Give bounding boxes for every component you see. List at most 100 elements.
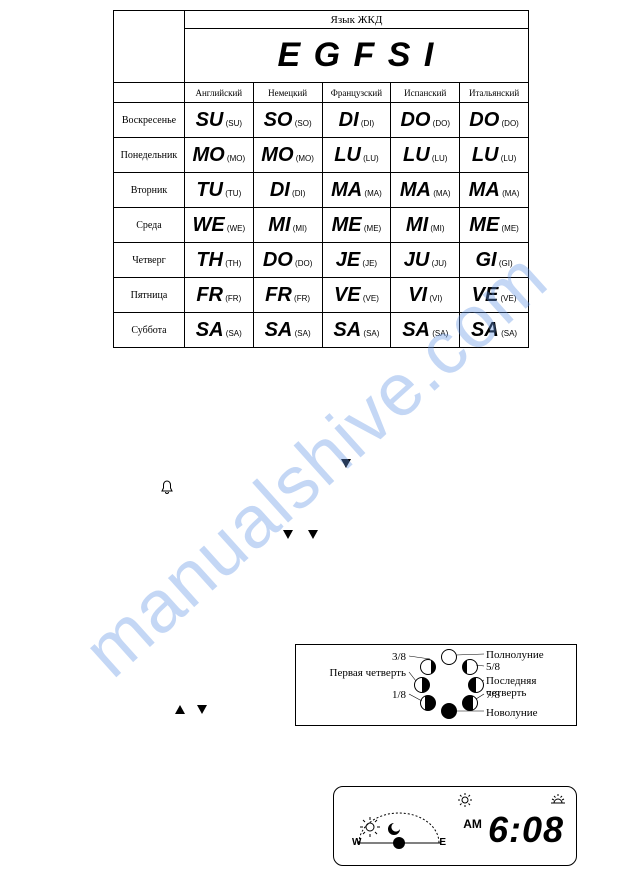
lcd-abbrev: SA: [265, 319, 293, 342]
lcd-abbrev: LU: [334, 144, 361, 167]
abbrev-note: (MI): [291, 224, 307, 233]
abbrev-note: (WE): [225, 224, 245, 233]
abbrev-note: (DO): [499, 119, 519, 128]
abbrev-note: (SO): [293, 119, 312, 128]
day-label: Четверг: [114, 243, 185, 278]
table-row: ПонедельникMO (MO)MO (MO)LU (LU)LU (LU)L…: [114, 138, 529, 173]
day-cell: VE (VE): [322, 278, 391, 313]
day-cell: SU (SU): [184, 103, 253, 138]
day-cell: MI (MI): [391, 208, 460, 243]
lcd-abbrev: MO: [192, 144, 224, 167]
day-cell: MI (MI): [253, 208, 322, 243]
lcd-abbrev: FR: [196, 284, 223, 307]
day-cell: SA (SA): [184, 313, 253, 348]
abbrev-note: (MA): [500, 189, 520, 198]
lcd-abbrev: MA: [331, 179, 362, 202]
abbrev-note: (DI): [359, 119, 375, 128]
lcd-abbrev: JE: [336, 249, 360, 272]
abbrev-note: (ME): [499, 224, 519, 233]
compass-w: W: [352, 837, 361, 848]
day-cell: LU (LU): [322, 138, 391, 173]
abbrev-note: (DI): [290, 189, 306, 198]
abbrev-note: (MO): [225, 154, 245, 163]
day-cell: DI (DI): [322, 103, 391, 138]
am-label: AM: [463, 817, 482, 831]
lcd-abbrev: SA: [196, 319, 224, 342]
day-cell: MO (MO): [253, 138, 322, 173]
day-cell: DO (DO): [391, 103, 460, 138]
day-cell: SO (SO): [253, 103, 322, 138]
abbrev-note: (SA): [499, 329, 517, 338]
lcd-letters-row: E G F S I: [184, 29, 528, 83]
lcd-abbrev: DO: [400, 109, 430, 132]
day-cell: FR (FR): [253, 278, 322, 313]
table-row: ПятницаFR (FR)FR (FR)VE (VE)VI (VI)VE (V…: [114, 278, 529, 313]
day-cell: MA (MA): [322, 173, 391, 208]
col-header: Французский: [322, 83, 391, 103]
lcd-abbrev: LU: [472, 144, 499, 167]
abbrev-note: (LU): [361, 154, 379, 163]
lcd-letters: E G F S I: [278, 36, 436, 74]
lcd-abbrev: TH: [196, 249, 223, 272]
abbrev-note: (SU): [223, 119, 242, 128]
day-cell: VE (VE): [460, 278, 529, 313]
col-header: Английский: [184, 83, 253, 103]
bell-icon: [161, 480, 173, 494]
abbrev-note: (VE): [498, 294, 516, 303]
abbrev-note: (MA): [362, 189, 382, 198]
day-cell: LU (LU): [460, 138, 529, 173]
day-cell: SA (SA): [391, 313, 460, 348]
lcd-abbrev: DI: [270, 179, 290, 202]
lcd-abbrev: DI: [339, 109, 359, 132]
lcd-abbrev: SA: [471, 319, 499, 342]
lcd-abbrev: MO: [261, 144, 293, 167]
day-cell: SA (SA): [322, 313, 391, 348]
day-cell: TU (TU): [184, 173, 253, 208]
lcd-abbrev: ME: [469, 214, 499, 237]
table-title: Язык ЖКД: [184, 11, 528, 29]
col-header: Испанский: [391, 83, 460, 103]
abbrev-note: (DO): [293, 259, 313, 268]
sunrise-display: W E AM6:08: [333, 786, 577, 866]
moon-phase-diagram: 3/8 Первая четверть 1/8 Полнолуние 5/8 П…: [295, 644, 577, 726]
day-label: Вторник: [114, 173, 185, 208]
abbrev-note: (JE): [360, 259, 377, 268]
sun-icon: [458, 793, 472, 807]
day-cell: LU (LU): [391, 138, 460, 173]
day-cell: MA (MA): [460, 173, 529, 208]
day-label: Понедельник: [114, 138, 185, 173]
lcd-abbrev: JU: [404, 249, 430, 272]
day-cell: JE (JE): [322, 243, 391, 278]
lcd-abbrev: FR: [265, 284, 292, 307]
day-cell: DO (DO): [253, 243, 322, 278]
lcd-abbrev: VI: [408, 284, 427, 307]
day-cell: SA (SA): [460, 313, 529, 348]
col-header: Немецкий: [253, 83, 322, 103]
abbrev-note: (SA): [292, 329, 310, 338]
day-cell: DO (DO): [460, 103, 529, 138]
lcd-abbrev: SA: [333, 319, 361, 342]
day-cell: JU (JU): [391, 243, 460, 278]
day-cell: MO (MO): [184, 138, 253, 173]
day-label: Пятница: [114, 278, 185, 313]
abbrev-note: (LU): [499, 154, 517, 163]
day-cell: MA (MA): [391, 173, 460, 208]
lcd-abbrev: MI: [406, 214, 428, 237]
time-digits: 6:08: [488, 809, 564, 850]
lcd-language-table: Язык ЖКД E G F S I Английский Немецкий Ф…: [113, 10, 529, 348]
abbrev-note: (MO): [294, 154, 314, 163]
abbrev-note: (MI): [428, 224, 444, 233]
lcd-abbrev: SA: [402, 319, 430, 342]
abbrev-note: (FR): [292, 294, 310, 303]
triangle-down-icon: [197, 705, 207, 714]
abbrev-note: (SA): [430, 329, 448, 338]
day-label: Среда: [114, 208, 185, 243]
abbrev-note: (VI): [427, 294, 442, 303]
lcd-abbrev: LU: [403, 144, 430, 167]
table-row: ЧетвергTH (TH)DO (DO)JE (JE)JU (JU)GI (G…: [114, 243, 529, 278]
abbrev-note: (TH): [223, 259, 241, 268]
day-cell: DI (DI): [253, 173, 322, 208]
col-header: Итальянский: [460, 83, 529, 103]
day-cell: WE (WE): [184, 208, 253, 243]
lcd-abbrev: VE: [472, 284, 499, 307]
